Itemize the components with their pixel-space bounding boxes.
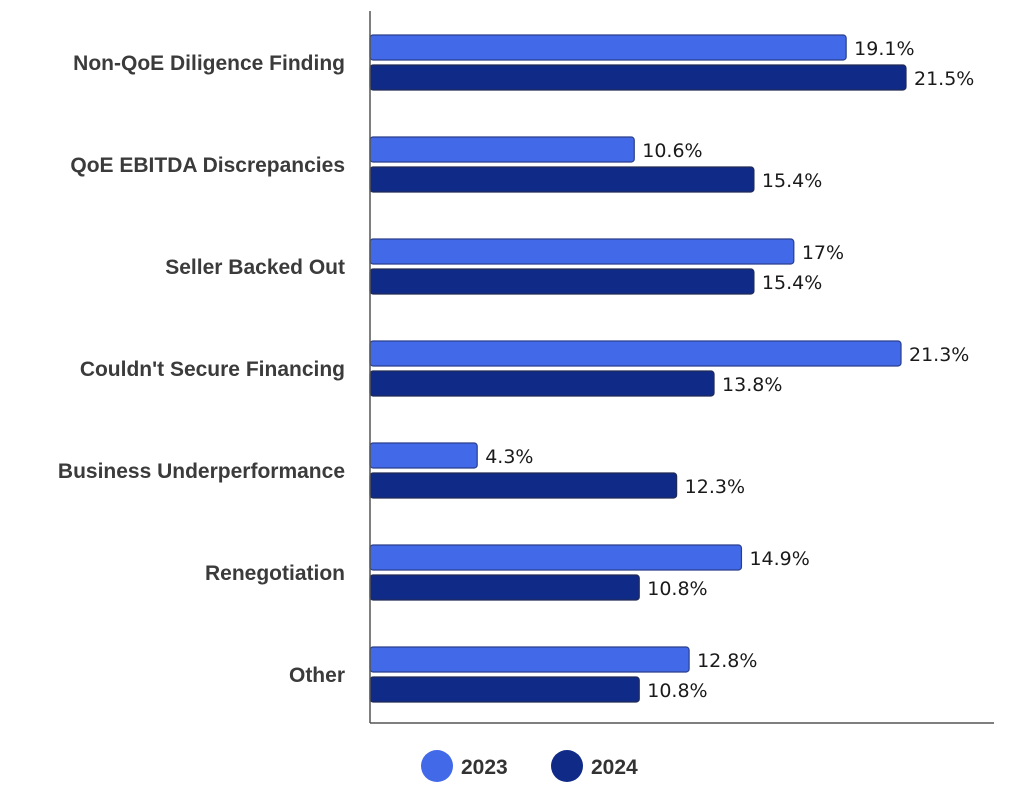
legend-marker-2024 [551, 750, 583, 782]
value-label-2023: 19.1% [854, 38, 914, 60]
legend: 2023 2024 [421, 750, 638, 782]
value-label-2024: 12.3% [685, 476, 745, 498]
bar-2023 [369, 646, 690, 673]
bar-2024 [369, 268, 755, 295]
bar-2023 [369, 544, 743, 571]
value-labels: 19.1%21.5% 10.6% 15.4% 17% 15.4% 21.3% 13.8% 4.… [485, 38, 974, 702]
bar-2023 [369, 136, 635, 163]
bars-layer [369, 34, 907, 703]
value-label-2023: 10.6% [642, 140, 702, 162]
bar-2024 [369, 166, 755, 193]
bar-2024 [369, 676, 640, 703]
bar-2023 [369, 340, 902, 367]
category-label: Non-QoE Diligence Finding [73, 52, 345, 75]
bar-2023 [369, 442, 478, 469]
value-label-2024: 10.8% [647, 680, 707, 702]
category-label: Seller Backed Out [165, 256, 345, 279]
value-label-2024: 13.8% [722, 374, 782, 396]
bar-2024 [369, 64, 907, 91]
category-label: Other [289, 664, 345, 687]
bar-2023 [369, 34, 847, 61]
value-label-2023: 21.3% [909, 344, 969, 366]
legend-label-2023: 2023 [461, 756, 508, 779]
value-label-2024: 15.4% [762, 170, 822, 192]
bar-2024 [369, 574, 640, 601]
category-labels: Non-QoE Diligence Finding QoE EBITDA Disc… [58, 52, 345, 687]
value-label-2023: 17% [802, 242, 844, 264]
value-label-2023: 12.8% [697, 650, 757, 672]
value-label-2024: 21.5% [914, 68, 974, 90]
legend-label-2024: 2024 [591, 756, 638, 779]
bar-2023 [369, 238, 795, 265]
value-label-2024: 10.8% [647, 578, 707, 600]
category-label: Couldn't Secure Financing [80, 358, 345, 381]
category-label: Renegotiation [205, 562, 345, 585]
category-label: Business Underperformance [58, 460, 345, 483]
value-label-2023: 4.3% [485, 446, 533, 468]
category-label: QoE EBITDA Discrepancies [70, 154, 345, 177]
bar-2024 [369, 472, 678, 499]
value-label-2023: 14.9% [749, 548, 809, 570]
value-label-2024: 15.4% [762, 272, 822, 294]
legend-marker-2023 [421, 750, 453, 782]
bar-2024 [369, 370, 715, 397]
